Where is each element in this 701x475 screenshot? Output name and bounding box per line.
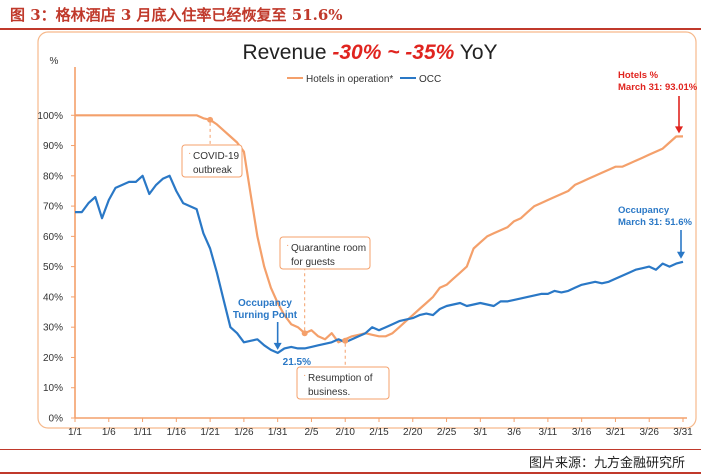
x-tick-label: 3/21: [606, 427, 626, 438]
x-tick-label: 3/26: [639, 427, 659, 438]
hotels-end-arrowhead: [675, 126, 683, 134]
chart-title-highlight: -30% ~ -35%: [332, 41, 454, 64]
series-line-hotels: [75, 114, 684, 344]
figure-title: 图 3：格林酒店 3 月底入住率已经恢复至 51.6%: [10, 6, 343, 24]
x-tick-label: 1/16: [167, 427, 187, 438]
figure-header: 图 3：格林酒店 3 月底入住率已经恢复至 51.6%: [0, 0, 701, 30]
occ-end-arrowhead: [677, 251, 685, 259]
chart-title: Revenue -30% ~ -35% YoY: [242, 41, 497, 64]
y-tick-label: 100%: [37, 111, 63, 122]
x-tick-label: 1/26: [234, 427, 254, 438]
resumption-annotation-text: business.: [308, 387, 350, 398]
resumption-annotation-text: Resumption of: [308, 373, 373, 384]
y-tick-label: 40%: [43, 292, 63, 303]
hotels-end-title: Hotels %: [618, 70, 659, 81]
legend-label-hotels: Hotels in operation*: [306, 74, 393, 85]
x-tick-label: 1/1: [68, 427, 82, 438]
x-tick-label: 2/15: [369, 427, 389, 438]
quarantine-annotation-box: [279, 236, 371, 270]
legend-label-occ: OCC: [419, 74, 441, 85]
x-tick-label: 2/10: [335, 427, 355, 438]
occ-turning-title: Occupancy: [238, 298, 292, 309]
hotels-end-value: March 31: 93.01%: [618, 82, 698, 93]
y-tick-label: 90%: [43, 141, 63, 152]
footer-divider-bottom: [0, 472, 701, 474]
chart-container: Revenue -30% ~ -35% YoY Hotels in operat…: [0, 30, 701, 450]
chart-title-prefix: Revenue: [242, 41, 332, 64]
occ-turning-value: 21.5%: [283, 357, 311, 368]
source-note: 图片来源：九方金融研究所: [528, 456, 685, 471]
x-tick-label: 2/25: [437, 427, 457, 438]
occ-turning-title: Turning Point: [233, 310, 298, 321]
resumption-annotation: · Resumption of business.: [296, 366, 390, 400]
chart-frame: [37, 31, 697, 429]
x-tick-label: 3/31: [673, 427, 693, 438]
quarantine-annotation: · Quarantine room for guests: [279, 236, 371, 270]
covid-annotation-text: COVID-19: [193, 151, 240, 162]
quarantine-annotation-bullet: ·: [286, 240, 289, 251]
x-tick-label: 3/11: [539, 427, 558, 438]
y-tick-label: 20%: [43, 353, 63, 364]
resumption-annotation-box: [296, 366, 390, 400]
series-line-occ: [75, 174, 684, 354]
x-tick-label: 3/16: [572, 427, 592, 438]
covid-annotation-box: [181, 144, 243, 178]
x-tick-label: 1/6: [102, 427, 116, 438]
x-tick-label: 3/6: [507, 427, 521, 438]
x-tick-label: 1/11: [133, 427, 152, 438]
covid-annotation: · COVID-19 outbreak: [181, 144, 243, 178]
x-tick-label: 1/21: [200, 427, 220, 438]
x-tick-label: 2/5: [304, 427, 318, 438]
quarantine-marker: [301, 330, 308, 337]
footer-divider: [0, 449, 701, 450]
revenue-occupancy-chart: Revenue -30% ~ -35% YoY Hotels in operat…: [37, 31, 698, 438]
x-tick-label: 2/20: [403, 427, 423, 438]
x-tick-label: 1/31: [268, 427, 288, 438]
y-tick-label: 10%: [43, 383, 63, 394]
y-tick-label: 50%: [43, 262, 63, 273]
resumption-annotation-bullet: ·: [303, 370, 306, 381]
chart-title-suffix: YoY: [454, 41, 497, 64]
occ-end-title: Occupancy: [618, 205, 670, 216]
occ-end-value: March 31: 51.6%: [618, 217, 692, 228]
quarantine-annotation-text: Quarantine room: [291, 243, 366, 254]
y-tick-label: 0%: [49, 414, 64, 425]
x-tick-label: 3/1: [473, 427, 487, 438]
resumption-marker: [342, 337, 349, 344]
y-tick-label: 60%: [43, 232, 63, 243]
quarantine-annotation-text: for guests: [291, 257, 335, 268]
y-tick-label: 30%: [43, 323, 63, 334]
y-tick-label: 80%: [43, 171, 63, 182]
y-axis-label: %: [50, 56, 59, 67]
covid-annotation-text: outbreak: [193, 165, 233, 176]
covid-marker: [207, 116, 214, 123]
y-tick-label: 70%: [43, 202, 63, 213]
occ-turning-arrowhead: [273, 342, 282, 350]
covid-annotation-bullet: ·: [188, 148, 191, 159]
